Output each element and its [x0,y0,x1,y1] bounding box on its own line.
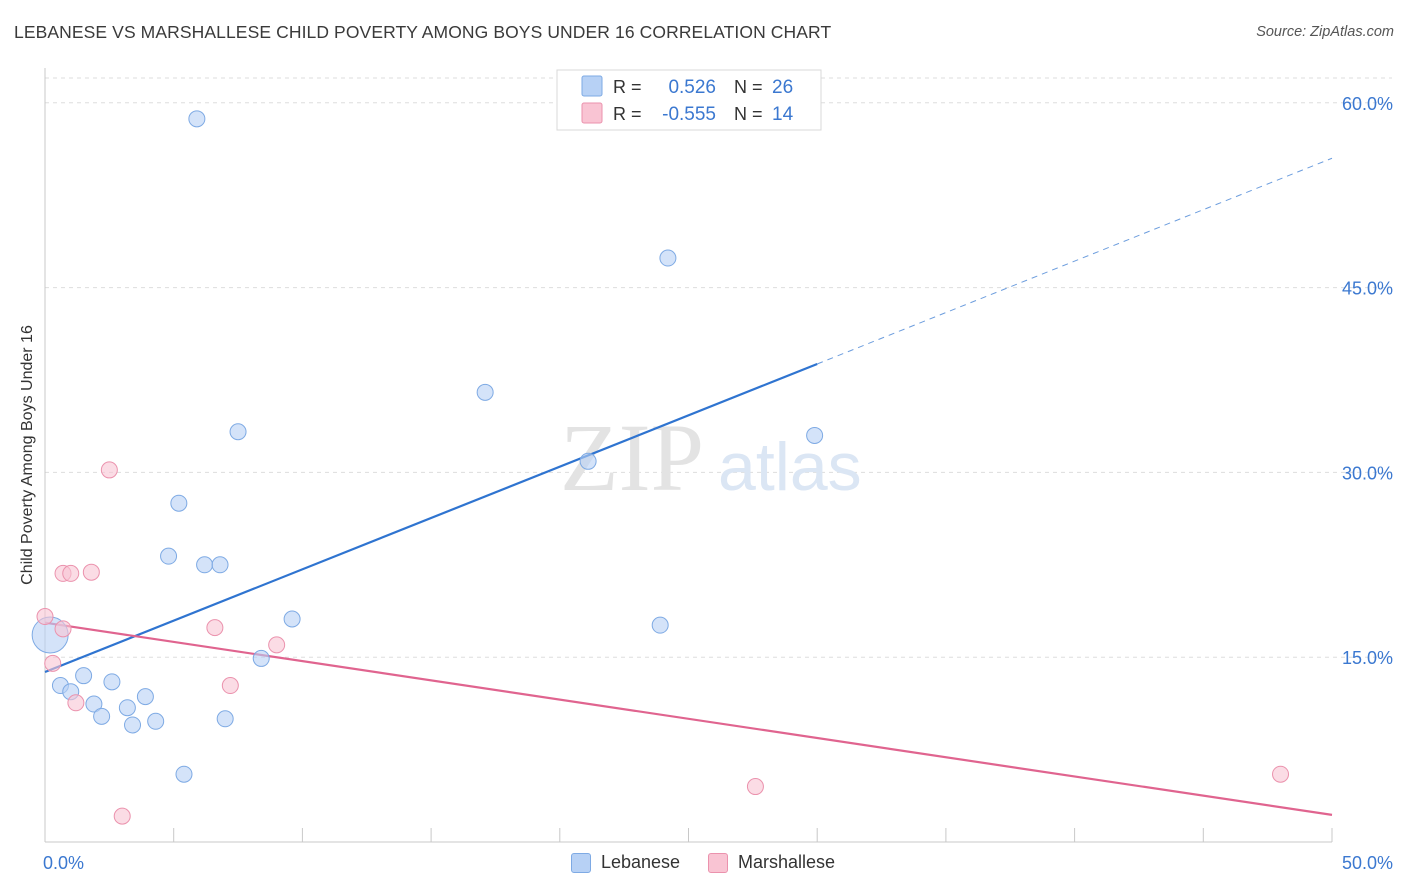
data-point-lebanese [118,699,136,717]
data-point-marshallese [62,564,80,582]
y-tick-label: 30.0% [1342,463,1393,483]
data-point-lebanese [252,649,270,667]
data-point-lebanese [103,673,121,691]
data-point-marshallese [746,778,764,796]
legend-swatch-lebanese [570,852,591,873]
data-point-marshallese [100,461,118,479]
data-point-lebanese [188,110,206,128]
legend-n-label-lebanese: N = [734,77,763,97]
watermark: ZIP atlas [560,404,862,511]
trendline-lebanese [44,362,818,674]
legend-r-label-marshallese: R = [613,104,642,124]
legend-r-value-marshallese: -0.555 [662,104,716,125]
data-point-lebanese [124,716,142,734]
data-point-lebanese [229,423,247,441]
legend-n-value-marshallese: 14 [772,104,794,125]
data-point-lebanese [806,426,824,444]
trendline-marshallese [44,621,1333,816]
legend-swatch-marshallese [708,852,729,873]
bottom-legend: Lebanese Marshallese [0,852,1406,873]
y-tick-label: 60.0% [1342,94,1393,114]
y-tick-label: 45.0% [1342,279,1393,299]
data-points [31,110,1290,825]
data-point-lebanese [651,616,669,634]
data-point-marshallese [221,677,239,695]
legend-label-lebanese: Lebanese [600,852,681,872]
data-point-marshallese [54,620,72,638]
data-point-marshallese [206,619,224,637]
y-tick-label: 15.0% [1342,648,1393,668]
axes [44,68,1333,843]
data-point-marshallese [113,807,131,825]
data-point-marshallese [36,608,54,626]
legend-n-label-marshallese: N = [734,104,763,124]
legend-item-lebanese: Lebanese [570,852,681,873]
data-point-marshallese [67,694,85,712]
legend-label-marshallese: Marshallese [738,852,836,872]
x-tick-label: 0.0% [43,853,84,873]
data-point-lebanese [283,610,301,628]
legend-r-value-lebanese: 0.526 [668,77,716,98]
legend-swatch-marshallese [581,102,603,124]
data-point-marshallese [1272,765,1290,783]
data-point-lebanese [85,695,103,713]
data-point-lebanese [476,383,494,401]
trendline-lebanese-extension [817,157,1333,365]
data-point-lebanese [216,710,234,728]
data-point-marshallese [82,563,100,581]
data-point-lebanese [175,765,193,783]
data-point-lebanese [579,452,597,470]
watermark-atlas: atlas [718,429,862,505]
source-label: Source: ZipAtlas.com [1256,24,1394,40]
data-point-lebanese [211,556,229,574]
data-point-marshallese [268,636,286,654]
tick-labels: 15.0% 30.0% 45.0% 60.0% 0.0% 50.0% [43,94,1393,873]
grid-lines [45,77,1392,658]
legend-n-value-lebanese: 26 [772,77,793,98]
data-point-lebanese [93,707,111,725]
data-point-lebanese [659,249,677,267]
chart-title: LEBANESE VS MARSHALLESE CHILD POVERTY AM… [14,22,832,42]
data-point-marshallese [44,654,62,672]
data-point-lebanese [160,547,178,565]
data-point-lebanese [170,494,188,512]
legend-item-marshallese: Marshallese [708,852,835,873]
legend-box: R = 0.526 N = 26 R = -0.555 N = 14 [556,69,822,131]
data-point-lebanese [147,712,165,730]
legend-r-label-lebanese: R = [613,77,642,97]
legend-swatch-lebanese [581,75,603,97]
data-point-lebanese [75,667,93,685]
data-point-lebanese [196,556,214,574]
x-tick-label: 50.0% [1342,853,1393,873]
data-point-lebanese [136,688,154,706]
